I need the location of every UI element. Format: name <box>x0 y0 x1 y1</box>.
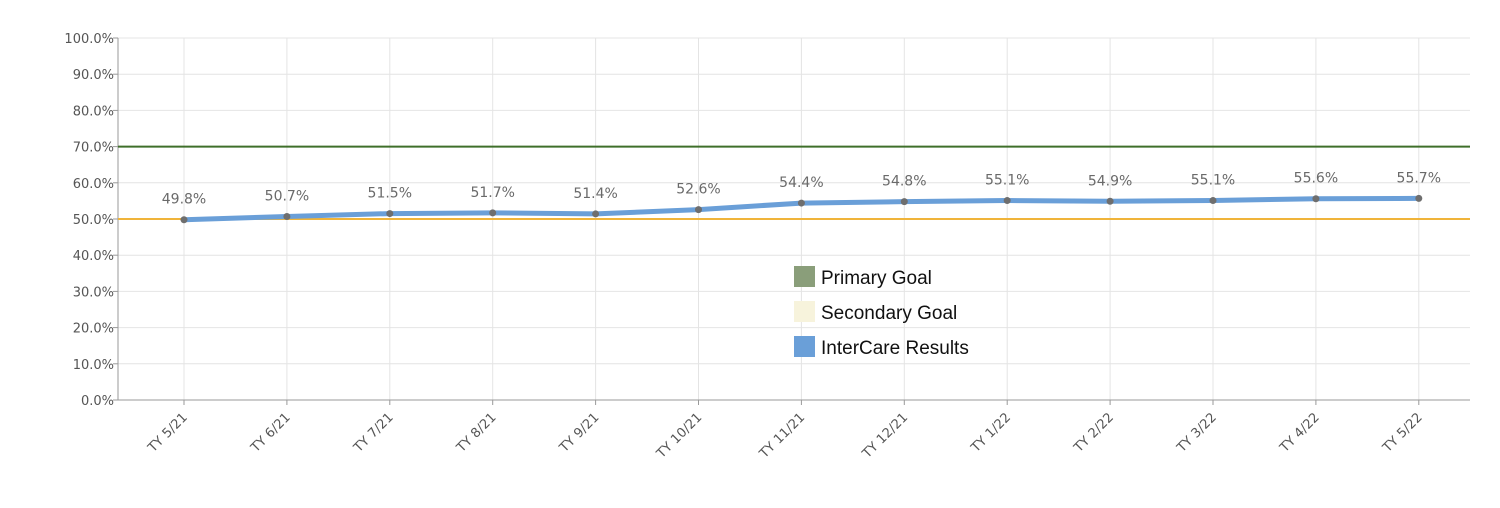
data-point <box>1003 197 1011 205</box>
data-labels: 49.8% 50.7% 51.5% 51.7% 51.4% 52.6% 54.4% 54.8%… <box>162 170 1441 207</box>
data-point <box>489 209 497 217</box>
y-tick-label: 70.0% <box>73 141 114 156</box>
data-label: 51.7% <box>470 185 514 201</box>
data-label: 55.7% <box>1397 170 1441 186</box>
goal-lines <box>118 145 1470 220</box>
legend-label: InterCare Results <box>821 338 969 359</box>
y-tick-label: 60.0% <box>73 177 114 192</box>
data-label: 55.6% <box>1294 171 1338 187</box>
x-tick-label: TY 5/22 <box>1380 410 1426 456</box>
x-tick-label: TY 12/21 <box>859 410 911 462</box>
y-tick-label: 40.0% <box>73 249 114 264</box>
data-label: 55.1% <box>1191 173 1235 189</box>
data-label: 55.1% <box>985 173 1029 189</box>
x-tick-label: TY 9/21 <box>556 410 602 456</box>
series-layer <box>180 194 1423 224</box>
data-point <box>797 199 805 207</box>
data-label: 51.5% <box>368 186 412 202</box>
x-tick-label: TY 1/22 <box>968 410 1014 456</box>
data-label: 50.7% <box>265 188 309 204</box>
data-label: 51.4% <box>573 186 617 202</box>
x-tick-label: TY 6/21 <box>248 410 294 456</box>
data-point <box>695 206 702 214</box>
y-tick-label: 90.0% <box>73 68 114 83</box>
legend-swatch <box>794 301 815 322</box>
y-tick-label: 10.0% <box>73 358 114 373</box>
y-tick-label: 30.0% <box>73 285 114 300</box>
y-tick-label: 100.0% <box>64 32 114 47</box>
legend-label: Primary Goal <box>821 268 932 289</box>
legend-label: Secondary Goal <box>821 303 957 324</box>
y-tick-label: 20.0% <box>73 322 114 337</box>
data-point <box>180 216 188 224</box>
data-label: 49.8% <box>162 192 206 208</box>
x-tick-label: TY 11/21 <box>756 410 808 462</box>
x-tick-label: TY 3/22 <box>1174 410 1220 456</box>
axis-layer: 0.0% 10.0% 20.0% 30.0% 40.0% 50.0% 60.0% 70.0% 8… <box>64 32 1470 462</box>
data-label: 54.9% <box>1088 173 1132 189</box>
data-point <box>1209 197 1217 205</box>
y-tick-label: 50.0% <box>73 213 114 228</box>
data-label: 54.4% <box>779 175 823 191</box>
x-tick-label: TY 4/22 <box>1277 410 1323 456</box>
legend: Primary Goal Secondary Goal InterCare Resu… <box>794 266 969 359</box>
data-point <box>1312 195 1320 203</box>
y-tick-label: 0.0% <box>81 394 114 409</box>
data-point <box>900 198 908 206</box>
y-tick-label: 80.0% <box>73 104 114 119</box>
legend-swatch <box>794 336 815 357</box>
legend-swatch <box>794 266 815 287</box>
data-label: 52.6% <box>676 182 720 198</box>
data-point <box>283 212 291 220</box>
data-point <box>1106 197 1114 205</box>
data-point <box>592 210 600 218</box>
x-tick-label: TY 2/22 <box>1071 410 1117 456</box>
x-tick-label: TY 8/21 <box>453 410 499 456</box>
x-tick-label: TY 7/21 <box>351 410 397 456</box>
data-label: 54.8% <box>882 174 926 190</box>
x-tick-label: TY 5/21 <box>145 410 191 456</box>
data-point <box>1415 194 1423 202</box>
x-tick-label: TY 10/21 <box>653 410 705 462</box>
data-point <box>386 210 394 218</box>
